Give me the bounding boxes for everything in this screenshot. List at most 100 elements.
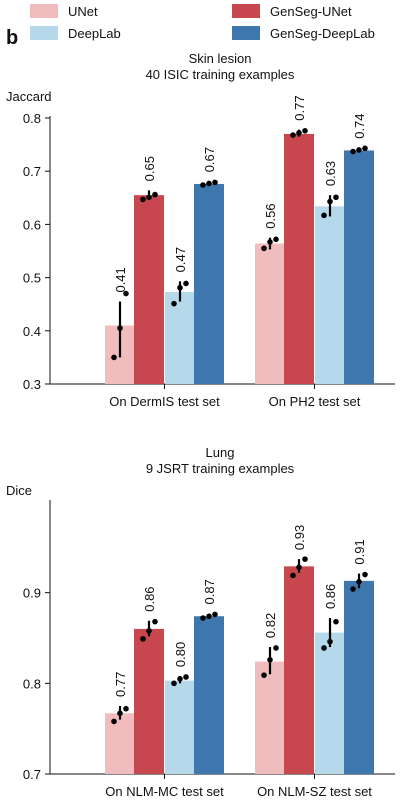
- bar: [344, 150, 374, 384]
- data-point: [206, 613, 212, 620]
- data-point: [200, 615, 206, 621]
- skin-lesion-chart: Skin lesion 40 ISIC training examples Ja…: [6, 51, 395, 409]
- data-point: [327, 638, 333, 645]
- data-point: [261, 672, 267, 678]
- bar: [315, 206, 345, 384]
- data-point: [321, 645, 327, 651]
- chart-title: Skin lesion: [189, 51, 252, 66]
- y-tick-label: 0.4: [23, 324, 41, 339]
- data-point: [117, 325, 123, 331]
- data-point: [333, 618, 339, 625]
- chart-subtitle: 40 ISIC training examples: [146, 67, 295, 82]
- data-point: [177, 284, 183, 291]
- bar: [134, 195, 164, 384]
- data-point: [123, 705, 129, 712]
- data-label: 0.82: [263, 613, 278, 638]
- data-point: [177, 676, 183, 682]
- y-tick-label: 0.8: [23, 111, 41, 126]
- data-label: 0.93: [292, 525, 307, 550]
- data-point: [273, 236, 279, 243]
- x-tick-label: On DermIS test set: [109, 394, 220, 409]
- legend-swatch: [30, 4, 58, 18]
- data-point: [146, 194, 152, 201]
- data-point: [212, 611, 218, 618]
- data-label: 0.74: [352, 113, 367, 138]
- lung-chart: Lung 9 JSRT training examples Dice 0.7 0.…: [6, 445, 395, 799]
- y-tick-label: 0.7: [23, 164, 41, 179]
- data-point: [200, 182, 206, 188]
- data-label: 0.56: [263, 203, 278, 228]
- data-label: 0.91: [352, 539, 367, 564]
- data-point: [111, 718, 117, 725]
- data-point: [362, 571, 368, 578]
- data-label: 0.77: [113, 672, 128, 697]
- data-point: [123, 290, 129, 297]
- data-label: 0.47: [173, 247, 188, 272]
- data-point: [117, 710, 123, 717]
- panel-label: b: [6, 27, 18, 49]
- data-point: [146, 627, 152, 634]
- legend-label: GenSeg-UNet: [270, 4, 352, 19]
- data-point: [267, 239, 273, 245]
- data-label: 0.63: [323, 161, 338, 186]
- data-point: [296, 564, 302, 571]
- data-point: [362, 145, 368, 152]
- data-point: [152, 191, 158, 198]
- data-point: [302, 556, 308, 562]
- bar: [315, 632, 345, 774]
- data-point: [212, 179, 218, 186]
- data-label: 0.65: [142, 156, 157, 181]
- data-point: [140, 636, 146, 642]
- y-axis-label: Dice: [6, 483, 32, 498]
- data-point: [206, 180, 212, 187]
- data-label: 0.77: [292, 95, 307, 120]
- data-label: 0.86: [142, 586, 157, 611]
- data-point: [356, 147, 362, 153]
- x-tick-label: On NLM-MC test set: [105, 784, 224, 799]
- y-tick-label: 0.3: [23, 377, 41, 392]
- data-label: 0.80: [173, 642, 188, 667]
- data-label: 0.87: [202, 579, 217, 604]
- bar: [194, 183, 224, 384]
- data-point: [140, 196, 146, 203]
- legend-swatch: [30, 26, 58, 40]
- data-point: [327, 198, 333, 205]
- data-point: [261, 245, 267, 252]
- data-point: [321, 212, 327, 219]
- legend-swatch: [232, 26, 260, 40]
- bar: [165, 680, 195, 774]
- data-point: [296, 130, 302, 136]
- data-point: [267, 656, 273, 663]
- bar: [134, 628, 164, 774]
- data-point: [350, 148, 356, 155]
- data-label: 0.86: [323, 584, 338, 609]
- legend-label: DeepLab: [68, 26, 121, 41]
- data-point: [152, 618, 158, 625]
- legend: UNet GenSeg-UNet DeepLab GenSeg-DeepLab: [30, 4, 375, 41]
- bar: [255, 661, 285, 774]
- chart-title: Lung: [206, 445, 235, 460]
- data-label: 0.67: [202, 147, 217, 172]
- bar: [105, 713, 135, 774]
- data-point: [183, 674, 189, 680]
- y-tick-label: 0.6: [23, 217, 41, 232]
- bar: [344, 580, 374, 774]
- data-point: [333, 194, 339, 201]
- y-tick-label: 0.5: [23, 271, 41, 286]
- bar: [284, 566, 314, 774]
- data-point: [273, 645, 279, 651]
- bar: [165, 291, 195, 384]
- data-point: [111, 354, 117, 361]
- data-point: [171, 300, 177, 307]
- bar: [194, 616, 224, 774]
- legend-label: UNet: [68, 4, 98, 19]
- y-axis-label: Jaccard: [6, 89, 52, 104]
- x-tick-label: On PH2 test set: [269, 394, 361, 409]
- y-tick-label: 0.8: [23, 676, 41, 691]
- data-point: [290, 132, 296, 138]
- data-point: [290, 572, 296, 579]
- legend-label: GenSeg-DeepLab: [270, 26, 375, 41]
- y-tick-label: 0.7: [23, 767, 41, 782]
- chart-subtitle: 9 JSRT training examples: [146, 461, 295, 476]
